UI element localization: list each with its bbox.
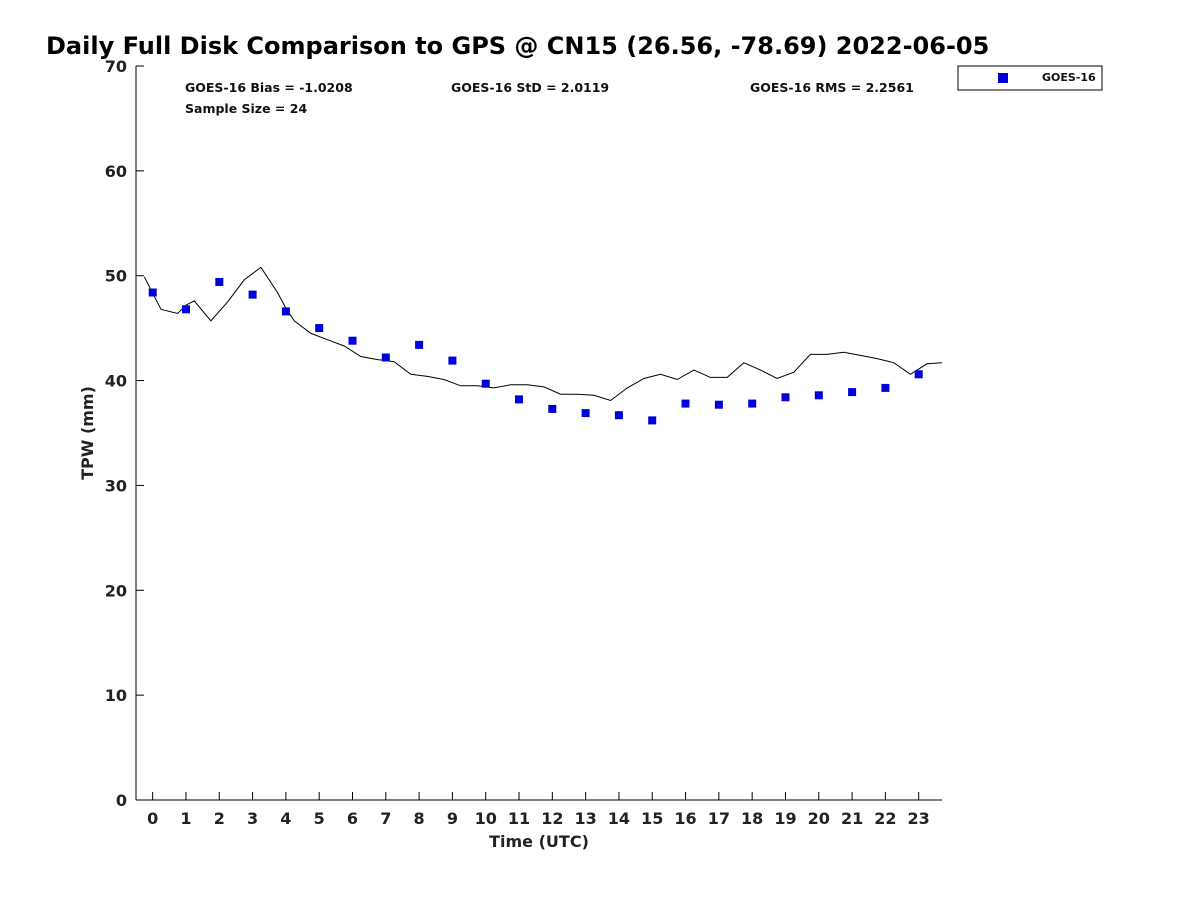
data-point-goes16 [415,340,424,349]
y-axis: 0 10 20 30 40 50 60 70 [105,57,144,810]
data-point-goes16 [448,356,457,365]
x-tick-label: 20 [808,809,830,828]
data-point-goes16 [548,404,557,413]
x-tick-label: 23 [908,809,930,828]
y-tick-label: 30 [105,476,127,495]
x-tick-label: 2 [214,809,225,828]
sample-size-stat: Sample Size = 24 [185,101,307,116]
data-point-goes16 [515,395,523,404]
x-tick-label: 14 [608,809,630,828]
data-point-goes16 [614,411,623,420]
y-tick-label: 20 [105,581,127,600]
x-tick-label: 22 [874,809,896,828]
legend-label-goes16: GOES-16 [1042,71,1096,84]
x-tick-label: 3 [247,809,258,828]
y-tick-label: 50 [105,267,127,286]
data-point-goes16 [182,305,190,314]
y-tick-label: 70 [105,57,127,76]
data-point-goes16 [348,336,357,345]
std-stat: GOES-16 StD = 2.0119 [451,80,609,95]
rms-stat: GOES-16 RMS = 2.2561 [750,80,914,95]
series-goes16-points [148,278,923,425]
chart-title: Daily Full Disk Comparison to GPS @ CN15… [46,32,989,60]
data-point-goes16 [481,379,490,388]
data-point-goes16 [781,393,790,402]
y-tick-label: 10 [105,686,127,705]
data-point-goes16 [648,416,657,425]
y-tick-label: 60 [105,162,127,181]
x-tick-label: 19 [774,809,796,828]
y-tick-label: 40 [105,372,127,391]
x-tick-label: 16 [674,809,696,828]
x-tick-label: 1 [180,809,191,828]
legend-marker-goes16 [998,73,1008,83]
x-tick-label: 18 [741,809,763,828]
x-axis-label: Time (UTC) [489,832,589,851]
data-point-goes16 [315,324,324,333]
x-tick-label: 4 [280,809,291,828]
x-tick-label: 9 [447,809,458,828]
x-tick-label: 0 [147,809,158,828]
x-tick-label: 7 [380,809,391,828]
data-point-goes16 [848,388,857,397]
data-point-goes16 [381,353,390,362]
x-tick-label: 8 [414,809,425,828]
data-point-goes16 [215,278,224,286]
plot-area [136,66,942,800]
legend: GOES-16 [957,65,1103,91]
x-tick-label: 15 [641,809,663,828]
data-point-goes16 [248,290,257,299]
x-tick-label: 21 [841,809,863,828]
bias-stat: GOES-16 Bias = -1.0208 [185,80,353,95]
x-tick-label: 13 [574,809,596,828]
x-tick-label: 11 [508,809,530,828]
x-tick-label: 10 [475,809,497,828]
data-point-goes16 [148,288,157,297]
data-point-goes16 [748,399,757,408]
x-tick-label: 12 [541,809,563,828]
legend-box [957,65,1103,91]
x-tick-label: 5 [314,809,325,828]
x-axis: 0 1 2 3 4 5 6 7 8 9 10 11 12 13 14 15 16 17 18 19 20 21 22 23 [147,792,930,828]
y-tick-label: 0 [116,791,127,810]
data-point-goes16 [681,399,690,408]
series-line-gps [143,266,943,402]
data-point-goes16 [814,391,823,400]
y-axis-label: TPW (mm) [78,386,97,480]
x-tick-label: 17 [708,809,730,828]
data-point-goes16 [914,370,923,379]
x-tick-label: 6 [347,809,358,828]
data-point-goes16 [881,383,890,392]
data-point-goes16 [581,409,590,418]
data-point-goes16 [714,400,723,409]
data-point-goes16 [281,307,290,316]
